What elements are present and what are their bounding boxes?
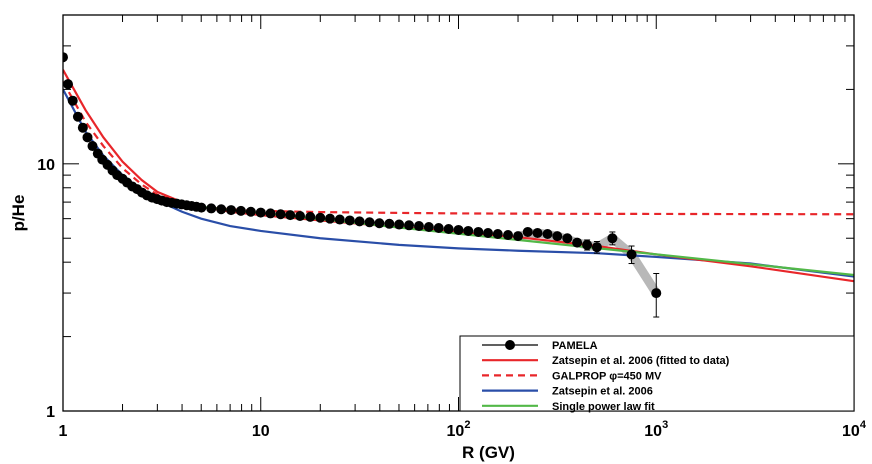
- data-point: [226, 205, 237, 216]
- data-point: [503, 230, 514, 241]
- data-point: [394, 219, 405, 230]
- data-point: [206, 203, 217, 214]
- series-line: [63, 81, 854, 216]
- data-point: [77, 122, 88, 133]
- x-axis-title: R (GV): [462, 443, 515, 462]
- data-point: [513, 231, 524, 242]
- x-tick-label: 102: [447, 419, 471, 440]
- data-point: [82, 132, 93, 143]
- data-point: [87, 141, 98, 152]
- data-point: [473, 226, 484, 237]
- data-point: [542, 229, 553, 240]
- y-axis-title: p/He: [9, 195, 28, 232]
- data-point: [63, 79, 74, 90]
- data-point: [67, 95, 78, 106]
- data-point: [423, 222, 434, 233]
- data-point: [562, 233, 573, 244]
- legend-label: Single power law fit: [552, 401, 655, 413]
- data-point: [651, 288, 662, 299]
- legend-label: PAMELA: [552, 340, 598, 352]
- data-point: [295, 211, 306, 222]
- data-point: [463, 225, 474, 236]
- data-point: [334, 214, 345, 225]
- legend-label: Zatsepin et al. 2006 (fitted to data): [552, 355, 730, 367]
- data-point: [404, 220, 415, 231]
- plot-frame: [62, 14, 855, 412]
- data-point: [532, 227, 543, 238]
- data-point: [245, 206, 256, 217]
- data-point: [344, 215, 355, 226]
- data-point: [315, 212, 326, 223]
- data-point: [552, 231, 563, 242]
- data-point: [354, 216, 365, 227]
- legend-label: Zatsepin et al. 2006: [552, 386, 653, 398]
- series-line: [63, 69, 854, 283]
- x-tick-label: 1: [59, 423, 68, 440]
- data-point: [364, 217, 375, 228]
- legend-box: [459, 335, 855, 412]
- data-point: [492, 229, 503, 240]
- data-point: [285, 210, 296, 221]
- data-point: [265, 208, 276, 219]
- legend-marker: [505, 340, 515, 350]
- data-point: [216, 204, 227, 215]
- data-point: [63, 52, 68, 63]
- y-tick-label: 10: [37, 157, 55, 174]
- legend-label: GALPROP φ=450 MV: [552, 370, 662, 382]
- y-tick-label: 1: [46, 404, 55, 421]
- data-point: [325, 213, 336, 224]
- data-point: [275, 209, 286, 220]
- data-point: [433, 222, 444, 233]
- data-point: [235, 205, 246, 216]
- x-tick-label: 103: [644, 419, 668, 440]
- data-point: [196, 202, 207, 213]
- data-point: [582, 239, 593, 250]
- data-point: [384, 218, 395, 229]
- data-point: [374, 218, 385, 229]
- data-point: [607, 233, 618, 244]
- data-point: [72, 111, 83, 122]
- data-point: [443, 223, 454, 234]
- data-point: [522, 226, 533, 237]
- data-point: [305, 211, 316, 222]
- data-point: [453, 224, 464, 235]
- x-tick-label: 10: [252, 423, 270, 440]
- axis-tick-labels: 1 10 102 103 104 1 10: [37, 157, 867, 440]
- legend: PAMELA Zatsepin et al. 2006 (fitted to da…: [459, 335, 855, 413]
- data-point: [255, 207, 266, 218]
- data-point: [483, 227, 494, 238]
- data-point: [572, 237, 583, 248]
- x-tick-label: 104: [842, 419, 867, 440]
- data-point: [591, 242, 602, 253]
- data-point: [413, 221, 424, 232]
- data-point: [626, 249, 637, 260]
